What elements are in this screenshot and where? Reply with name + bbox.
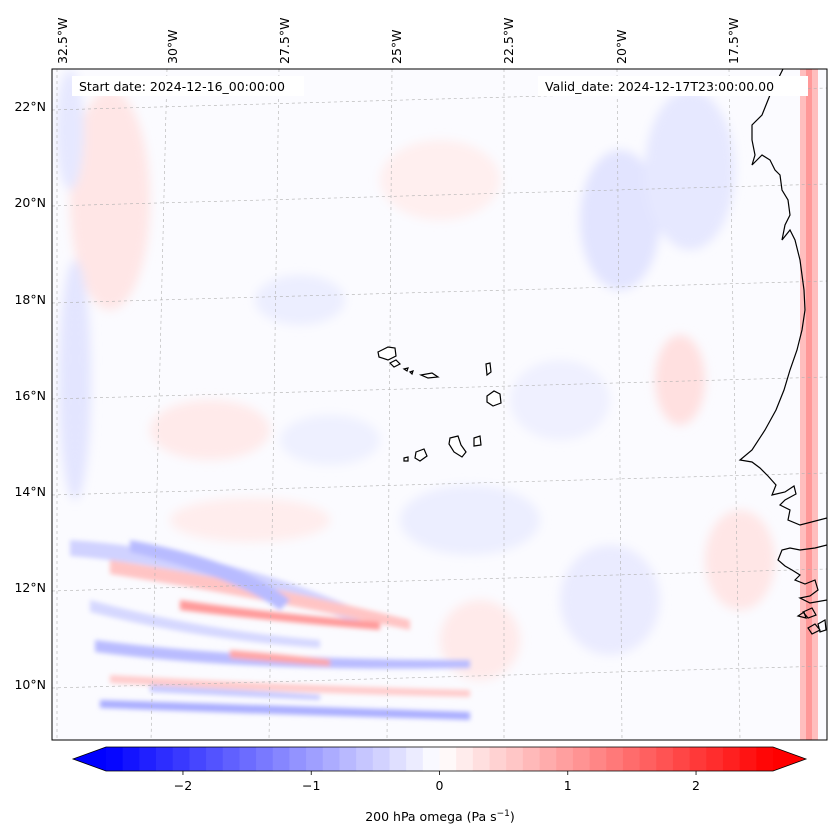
maio-island [473,435,482,447]
santo-antao-island [377,346,397,361]
colorbar: −2 −1 0 1 2 200 hPa omega (Pa s−1) [71,746,808,824]
start-date-box [72,76,304,96]
colorbar-ticks: −2 −1 0 1 2 [174,771,700,793]
boa-vista-island [486,390,502,407]
colorbar-tick-label: −1 [302,778,320,793]
guinea-bissau-coast [777,544,827,604]
colorbar-cell [522,747,540,771]
colorbar-cell [289,747,307,771]
coastlines [738,69,827,635]
colorbar-cell [122,747,140,771]
colorbar-tick-label: −2 [174,778,192,793]
sao-vicente-island [388,359,402,368]
colorbar-cell [456,747,474,771]
colorbar-cell [189,747,207,771]
graticule [52,69,827,740]
lon-tick-label: 25°W [389,29,404,64]
lat-tick-label: 12°N [14,580,46,595]
colorbar-tick-label: 2 [692,778,700,793]
colorbar-cell [172,747,190,771]
colorbar-tick-label: 1 [564,778,572,793]
colorbar-cell [239,747,257,771]
colorbar-cell [556,747,574,771]
colorbar-cell [356,747,374,771]
colorbar-cell [306,747,324,771]
colorbar-cells [106,747,774,771]
colorbar-cell [206,747,224,771]
map-panel: Start date: 2024-12-16_00:00:00 Valid_da… [51,68,828,741]
colorbar-cell [539,747,557,771]
colorbar-cell [106,747,124,771]
fogo-island [414,448,428,462]
colorbar-label: 200 hPa omega (Pa s−1) [365,809,515,824]
lon-tick-label: 32.5°W [55,18,70,64]
west-africa-coastline [738,69,827,526]
lat-tick-label: 22°N [14,99,46,114]
latitude-tick-labels: 22°N 20°N 18°N 16°N 14°N 12°N 10°N [14,99,46,692]
omega-field [56,69,818,740]
colorbar-outline [71,746,808,772]
colorbar-cell [606,747,624,771]
colorbar-cell [706,747,724,771]
colorbar-cell [256,747,274,771]
lat-tick-label: 10°N [14,677,46,692]
colorbar-cell [656,747,674,771]
colorbar-cell [739,747,757,771]
colorbar-cell [639,747,657,771]
colorbar-cell [506,747,524,771]
brava-island [403,456,409,462]
colorbar-min-extension [73,747,106,771]
longitude-tick-labels: 32.5°W 30°W 27.5°W 25°W 22.5°W 20°W 17.5… [55,18,741,64]
colorbar-cell [722,747,741,771]
valid-date-label: Valid_date: 2024-12-17T23:00:00.00 [545,79,774,94]
colorbar-cell [439,747,457,771]
colorbar-max-extension [773,747,806,771]
start-date-label: Start date: 2024-12-16_00:00:00 [79,79,285,94]
colorbar-cell [156,747,174,771]
lon-tick-label: 22.5°W [501,18,516,64]
lon-tick-label: 17.5°W [726,18,741,64]
colorbar-cell [389,747,407,771]
lon-tick-label: 20°W [614,29,629,64]
colorbar-cell [272,747,290,771]
colorbar-cell [422,747,440,771]
colorbar-cell [222,747,240,771]
lat-tick-label: 20°N [14,195,46,210]
cabo-verde-islands [377,346,502,462]
colorbar-cell [689,747,707,771]
lat-tick-label: 16°N [14,388,46,403]
lon-tick-label: 30°W [165,29,180,64]
colorbar-cell [406,747,424,771]
omega-background-blobs [56,70,775,680]
colorbar-cell [756,747,774,771]
colorbar-tick-label: 0 [436,778,444,793]
omega-wave-bands [70,540,470,720]
colorbar-cell [622,747,640,771]
lon-tick-label: 27.5°W [277,18,292,64]
colorbar-cell [472,747,490,771]
colorbar-cell [139,747,157,771]
colorbar-cell [672,747,691,771]
sao-nicolau-island [418,372,440,379]
colorbar-cell [572,747,590,771]
map-frame [51,68,828,741]
lat-tick-label: 18°N [14,292,46,307]
lat-tick-label: 14°N [14,484,46,499]
santiago-island [448,435,467,458]
colorbar-cell [589,747,607,771]
colorbar-cell [339,747,357,771]
colorbar-cell [372,747,390,771]
colorbar-cell [322,747,340,771]
sal-island [485,362,492,377]
colorbar-cell [489,747,507,771]
valid-date-box [538,76,808,96]
